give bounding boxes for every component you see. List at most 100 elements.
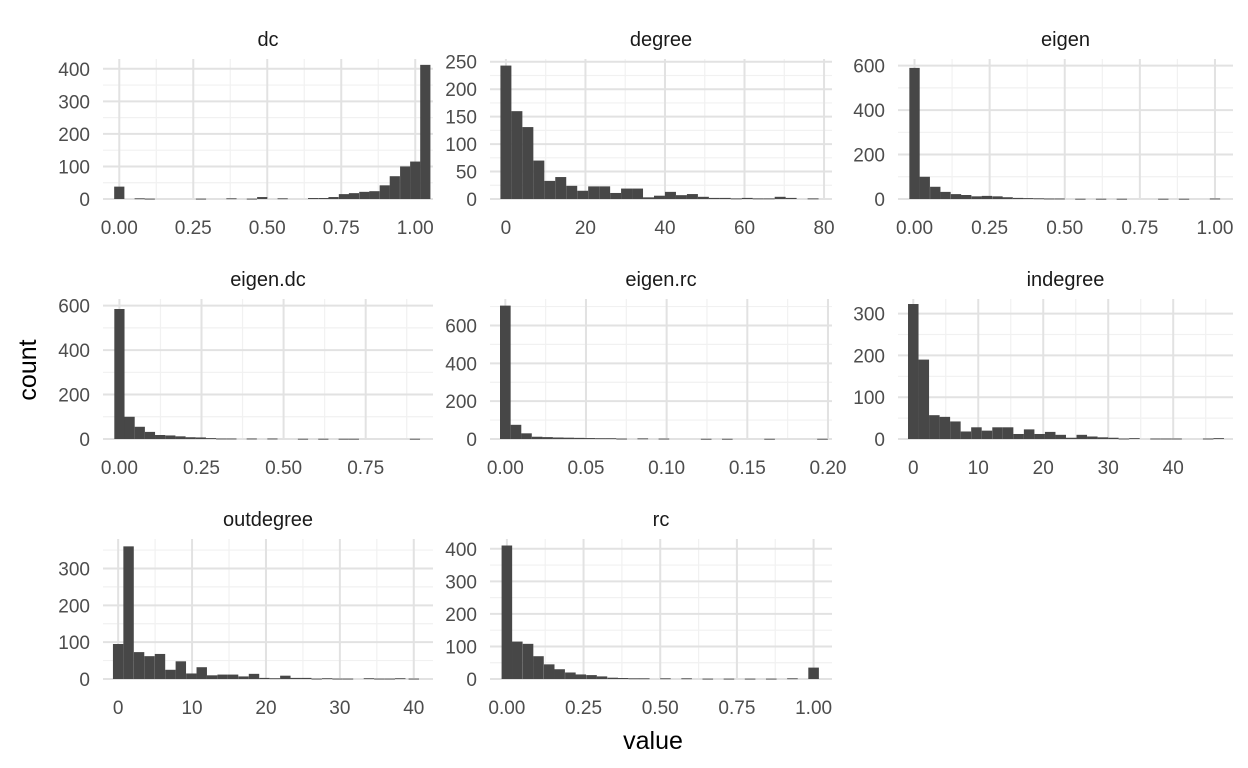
histogram-bar (681, 678, 692, 680)
histogram-bar (723, 678, 735, 680)
histogram-bar (1150, 438, 1161, 440)
histogram-bar (586, 675, 597, 679)
histogram-bar (1097, 437, 1109, 439)
histogram-bar (1002, 197, 1013, 199)
histogram-bar (165, 669, 176, 679)
histogram-bar (297, 438, 309, 440)
x-tick-label: 30 (1098, 458, 1119, 479)
histogram-bar (1076, 434, 1088, 439)
histogram-bar (1202, 438, 1214, 440)
histogram-bar (410, 161, 421, 199)
histogram-bar (290, 677, 301, 679)
x-tick-label: 30 (329, 698, 350, 719)
histogram-bar (971, 196, 982, 199)
histogram-bar (555, 177, 567, 199)
x-tick-label: 0.25 (565, 698, 602, 719)
histogram-bar (1129, 438, 1140, 439)
histogram-bar (114, 309, 125, 439)
histogram-bar (395, 678, 406, 680)
histogram-bar (328, 197, 339, 199)
facet-strip-label: outdegree (223, 509, 313, 531)
y-tick-label: 600 (445, 316, 477, 337)
histogram-bar (658, 438, 670, 440)
facet-strip-label: degree (630, 29, 692, 51)
histogram-bar (185, 437, 196, 439)
x-tick-label: 0 (501, 218, 512, 239)
histogram-bar (599, 186, 611, 199)
y-tick-label: 400 (853, 101, 885, 122)
histogram-bar (267, 438, 278, 440)
histogram-bar (144, 198, 155, 200)
histogram-bar (1023, 198, 1034, 199)
x-tick-label: 10 (968, 458, 989, 479)
histogram-bar (318, 438, 329, 440)
facet-panel-indegree: 0 10 20 30 40 0 100 200 300 indegree (853, 269, 1233, 479)
histogram-bar (338, 438, 349, 440)
histogram-bar (1034, 433, 1045, 439)
x-tick-label: 1.00 (1196, 218, 1233, 239)
histogram-bar (318, 198, 329, 199)
histogram-bar (808, 667, 819, 679)
facet-panel-eigen: 0.00 0.25 0.50 0.75 1.00 0 200 400 600 eigen (853, 29, 1233, 239)
histogram-bar (632, 188, 644, 199)
histogram-bar (134, 198, 145, 200)
histogram-bar (408, 678, 419, 680)
y-tick-label: 50 (456, 163, 477, 184)
histogram-bar (1087, 436, 1098, 439)
x-tick-label: 0.10 (648, 458, 685, 479)
x-tick-label: 1.00 (795, 698, 832, 719)
histogram-bar (981, 195, 993, 199)
histogram-bar (909, 67, 920, 199)
x-tick-label: 0.00 (487, 458, 524, 479)
histogram-bar (227, 674, 239, 679)
histogram-bar (165, 435, 176, 439)
histogram-bar (918, 359, 930, 439)
histogram-bar (369, 191, 380, 199)
histogram-bar (628, 678, 640, 680)
x-tick-label: 0.00 (896, 218, 933, 239)
facet-strip-label: eigen.dc (230, 269, 306, 291)
x-tick-label: 0 (908, 458, 919, 479)
histogram-bar (1095, 198, 1107, 200)
histogram-bar (175, 661, 187, 679)
histogram-bar (543, 664, 555, 679)
histogram-bar (1043, 198, 1055, 200)
y-tick-label: 200 (58, 386, 90, 407)
histogram-bar (574, 437, 585, 439)
histogram-bar (379, 185, 390, 199)
x-tick-label: 20 (1033, 458, 1054, 479)
histogram-bar (785, 197, 797, 199)
histogram-bar (154, 653, 166, 679)
histogram-bar (817, 438, 828, 440)
histogram-bar (708, 197, 720, 199)
histogram-bar (950, 421, 961, 439)
histogram-bar (1158, 198, 1169, 200)
histogram-bar (217, 674, 228, 679)
x-tick-label: 0.75 (323, 218, 360, 239)
histogram-bar (542, 437, 553, 439)
histogram-bar (660, 678, 671, 680)
histogram-bar (144, 656, 155, 679)
histogram-bar (621, 188, 633, 199)
histogram-bar (321, 678, 333, 680)
histogram-bar (577, 190, 589, 199)
y-tick-label: 250 (445, 53, 477, 74)
histogram-bar (610, 192, 622, 199)
y-tick-label: 200 (445, 392, 477, 413)
x-tick-label: 0.50 (1046, 218, 1083, 239)
y-tick-label: 400 (58, 341, 90, 362)
histogram-bar (1055, 434, 1066, 439)
histogram-bar (269, 678, 281, 680)
x-tick-label: 20 (255, 698, 276, 719)
histogram-bar (1044, 431, 1056, 439)
histogram-bar (1002, 427, 1014, 439)
x-tick-label: 20 (575, 218, 596, 239)
histogram-bar (195, 198, 207, 200)
x-axis-title: value (623, 727, 683, 755)
histogram-bar (533, 160, 545, 199)
histogram-bar (363, 678, 375, 680)
facet-panel-outdegree: 0 10 20 30 40 0 100 200 300 outdegree (58, 509, 433, 719)
y-axis-title: count (14, 339, 42, 400)
y-tick-label: 200 (58, 596, 90, 617)
